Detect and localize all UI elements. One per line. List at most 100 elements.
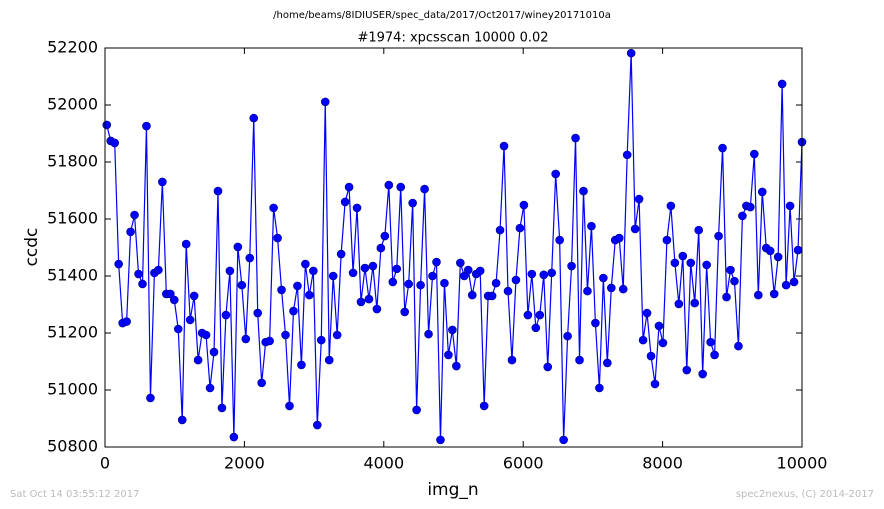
y-tick-label: 52200: [47, 38, 98, 57]
data-point: [110, 138, 119, 148]
data-point: [547, 268, 557, 278]
data-point: [583, 286, 592, 296]
data-point: [213, 186, 223, 196]
data-point: [793, 245, 803, 255]
data-point: [726, 265, 735, 275]
data-point: [750, 149, 759, 159]
data-point: [146, 393, 155, 403]
data-point: [603, 358, 612, 368]
data-point: [650, 379, 660, 389]
data-point: [241, 334, 251, 344]
data-point: [154, 265, 163, 275]
data-point: [460, 271, 469, 281]
data-point: [630, 224, 640, 234]
data-point: [706, 337, 715, 347]
data-point: [710, 350, 719, 360]
credit: spec2nexus, (C) 2014-2017: [736, 489, 874, 500]
data-point: [463, 265, 473, 275]
data-point: [714, 231, 723, 241]
data-point: [352, 203, 362, 213]
data-point: [332, 330, 342, 340]
data-point: [575, 355, 584, 365]
data-point: [678, 251, 688, 261]
data-point: [392, 264, 402, 274]
data-point: [670, 258, 680, 268]
data-point: [320, 97, 330, 107]
data-point: [694, 225, 704, 235]
data-point: [376, 243, 386, 253]
data-point: [114, 259, 123, 269]
data-point: [360, 263, 370, 273]
data-point: [324, 355, 334, 365]
data-point: [730, 276, 739, 286]
y-tick-label: 52000: [47, 95, 98, 114]
data-point: [591, 318, 600, 328]
data-point: [666, 201, 676, 211]
data-point: [448, 325, 457, 335]
data-point: [614, 233, 624, 243]
data-point: [340, 197, 350, 207]
data-point: [503, 286, 513, 296]
x-tick-label: 6000: [503, 454, 544, 473]
data-point: [102, 120, 112, 130]
data-point: [511, 275, 521, 285]
data-point: [142, 121, 151, 131]
data-point: [646, 351, 656, 361]
data-point: [698, 369, 707, 379]
data-point: [313, 420, 322, 430]
data-point: [638, 335, 648, 345]
data-point: [658, 338, 668, 348]
data-point: [138, 279, 147, 289]
data-point: [769, 289, 779, 299]
x-tick-label: 8000: [642, 454, 683, 473]
data-point: [193, 355, 203, 365]
data-point: [495, 225, 505, 235]
data-point: [273, 233, 282, 243]
data-point: [618, 284, 628, 294]
data-point: [444, 350, 453, 360]
data-point: [257, 378, 266, 388]
data-point: [388, 277, 398, 287]
data-point: [372, 304, 382, 314]
data-point: [309, 266, 318, 276]
data-point: [467, 290, 477, 300]
data-point: [765, 246, 775, 256]
data-point: [297, 360, 306, 370]
timestamp: Sat Oct 14 03:55:12 2017: [10, 489, 140, 500]
data-point: [177, 415, 187, 425]
data-point: [396, 182, 406, 192]
data-point: [217, 403, 227, 413]
data-point: [599, 273, 608, 283]
data-point: [682, 365, 692, 375]
data-point: [173, 324, 183, 334]
y-tick-label: 51800: [47, 152, 98, 171]
data-point: [158, 177, 167, 187]
data-point: [400, 307, 410, 317]
data-point: [436, 435, 445, 445]
data-point: [229, 432, 239, 442]
data-point: [452, 361, 461, 371]
plot-frame: [104, 47, 803, 448]
data-point: [301, 259, 310, 269]
data-point: [344, 182, 354, 192]
data-point: [543, 362, 553, 372]
data-point: [519, 200, 529, 210]
data-point: [408, 198, 417, 208]
data-point: [753, 290, 763, 300]
data-point: [789, 277, 799, 287]
data-point: [185, 315, 195, 325]
data-point: [654, 321, 664, 331]
data-point: [328, 271, 338, 281]
data-point: [122, 317, 131, 326]
x-tick-label: 0: [100, 454, 110, 473]
data-point: [225, 266, 235, 276]
data-point: [738, 211, 747, 221]
data-point: [531, 323, 541, 333]
y-tick-label: 51000: [47, 380, 98, 399]
data-point: [428, 271, 437, 281]
x-tick-label: 4000: [363, 454, 404, 473]
data-point: [289, 306, 298, 316]
x-tick-label: 2000: [224, 454, 265, 473]
